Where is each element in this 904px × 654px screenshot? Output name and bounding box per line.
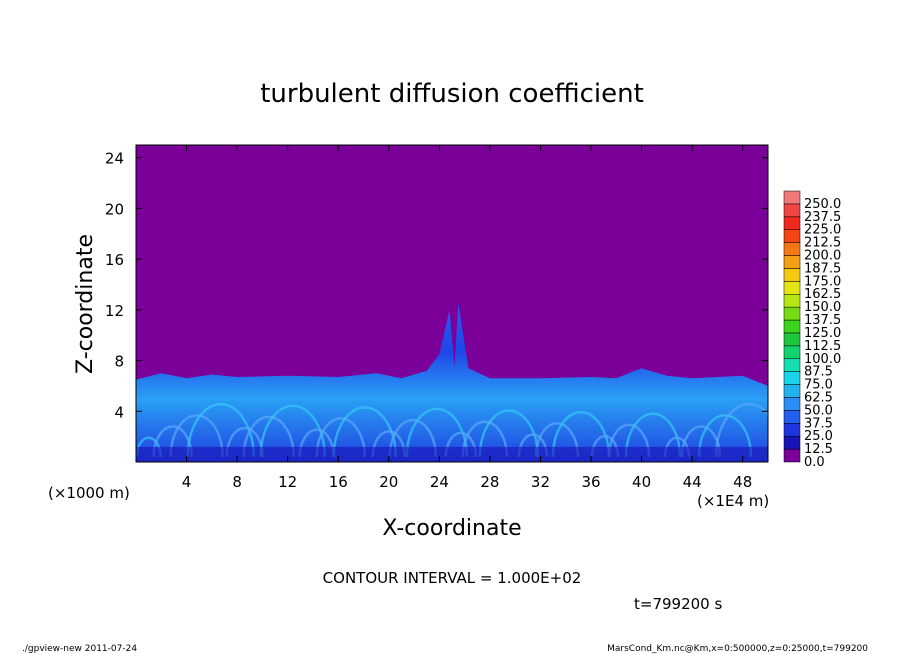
- eddy-arc: [186, 402, 255, 457]
- colorbar-swatch: [783, 229, 801, 243]
- colorbar-swatch: [783, 255, 801, 269]
- x-tick-label: 20: [379, 473, 398, 491]
- colorbar-label: 37.5: [804, 416, 833, 431]
- eddy-arc: [607, 423, 651, 457]
- x-tick-label: 40: [632, 473, 651, 491]
- colorbar-label: 225.0: [804, 223, 841, 238]
- eddy-arc: [242, 415, 295, 457]
- eddy-arc: [551, 410, 611, 457]
- x-tick-label: 12: [278, 473, 297, 491]
- x-tick-label: 8: [232, 473, 242, 491]
- colorbar-swatch: [783, 435, 801, 450]
- colorbar-swatch: [783, 293, 801, 308]
- y-tick-label: 12: [105, 302, 124, 320]
- x-tick-label: 44: [683, 473, 702, 491]
- x-tick-label: 32: [531, 473, 550, 491]
- colorbar-swatch: [783, 319, 801, 334]
- colorbar-label: 137.5: [804, 313, 841, 328]
- colorbar-swatch: [783, 423, 801, 437]
- y-tick-label: 24: [105, 150, 124, 168]
- colorbar-label: 12.5: [804, 442, 833, 457]
- colorbar-label: 175.0: [804, 274, 841, 289]
- colorbar-label: 150.0: [804, 300, 841, 315]
- colorbar-label: 187.5: [804, 261, 841, 276]
- colorbar-swatch: [783, 268, 801, 282]
- colorbar-swatch: [783, 345, 801, 360]
- colorbar-label: 112.5: [804, 339, 841, 354]
- colorbar-label: 25.0: [804, 429, 833, 444]
- eddy-arc: [534, 422, 580, 457]
- eddy-arc: [152, 425, 193, 457]
- colorbar-swatch: [783, 371, 801, 385]
- colorbar: 0.012.525.037.550.062.575.087.5100.0112.…: [783, 190, 841, 470]
- colorbar-label: 212.5: [804, 236, 841, 251]
- colorbar-swatch: [783, 242, 801, 256]
- eddy-arc: [298, 428, 336, 457]
- plot-frame: [135, 144, 769, 463]
- chart-title: turbulent diffusion coefficient: [260, 79, 644, 109]
- y-axis-ticks: 4 8 12 16 20 24: [105, 150, 768, 421]
- colorbar-swatch: [783, 190, 801, 205]
- colorbar-label: 87.5: [804, 365, 833, 380]
- footer-left: ./gpview-new 2011-07-24: [22, 644, 137, 654]
- colorbar-label: 250.0: [804, 197, 841, 212]
- y-axis-label: Z-coordinate: [73, 234, 98, 374]
- x-tick-label: 24: [430, 473, 449, 491]
- x-tick-label: 28: [480, 473, 499, 491]
- eddy-arc: [371, 430, 407, 457]
- x-axis-ticks: 4 8 12 16 20 24 28 32 36 40 44 48: [182, 145, 752, 491]
- eddy-arc: [714, 402, 768, 457]
- boundary-layer-field: [136, 303, 768, 462]
- eddy-arc: [405, 407, 469, 457]
- y-axis-unit: (×1000 m): [48, 484, 130, 502]
- x-tick-label: 48: [733, 473, 752, 491]
- colorbar-swatch: [783, 281, 801, 295]
- y-tick-label: 20: [105, 200, 124, 218]
- colorbar-label: 0.0: [804, 455, 825, 470]
- eddy-arc: [388, 418, 438, 457]
- colorbar-label: 50.0: [804, 403, 833, 418]
- time-label: t=799200 s: [634, 595, 722, 613]
- y-tick-label: 8: [114, 353, 124, 371]
- colorbar-swatch: [783, 332, 801, 347]
- colorbar-swatch: [783, 306, 801, 321]
- colorbar-label: 162.5: [804, 287, 841, 302]
- colorbar-swatch: [783, 203, 801, 218]
- x-axis-label: X-coordinate: [382, 516, 521, 541]
- x-tick-label: 36: [581, 473, 600, 491]
- eddy-arc: [478, 409, 540, 457]
- x-tick-label: 16: [329, 473, 348, 491]
- colorbar-label: 200.0: [804, 249, 841, 264]
- footer-right: MarsCond_Km.nc@Km,x=0:500000,z=0:25000,t…: [607, 644, 868, 654]
- y-tick-label: 16: [105, 251, 124, 269]
- colorbar-swatch: [783, 448, 801, 463]
- eddy-arc: [697, 414, 753, 457]
- colorbar-label: 75.0: [804, 378, 833, 393]
- eddy-arc: [315, 417, 367, 457]
- eddy-arc: [169, 414, 224, 457]
- eddy-arc: [680, 425, 722, 457]
- plot-area: [136, 145, 768, 462]
- colorbar-swatch: [783, 397, 801, 411]
- colorbar-swatch: [783, 410, 801, 424]
- contour-interval-text: CONTOUR INTERVAL = 1.000E+02: [323, 569, 582, 587]
- colorbar-swatch: [783, 358, 801, 372]
- eddy-arc: [461, 420, 509, 457]
- colorbar-label: 237.5: [804, 210, 841, 225]
- x-axis-unit: (×1E4 m): [697, 492, 769, 510]
- x-tick-label: 4: [182, 473, 192, 491]
- colorbar-swatch: [783, 384, 801, 398]
- boundary-layer-detail: [136, 402, 768, 462]
- colorbar-swatch: [783, 216, 801, 230]
- colorbar-label: 62.5: [804, 390, 833, 405]
- colorbar-label: 125.0: [804, 326, 841, 341]
- colorbar-label: 100.0: [804, 352, 841, 367]
- y-tick-label: 4: [114, 403, 124, 421]
- surface-band: [136, 446, 768, 462]
